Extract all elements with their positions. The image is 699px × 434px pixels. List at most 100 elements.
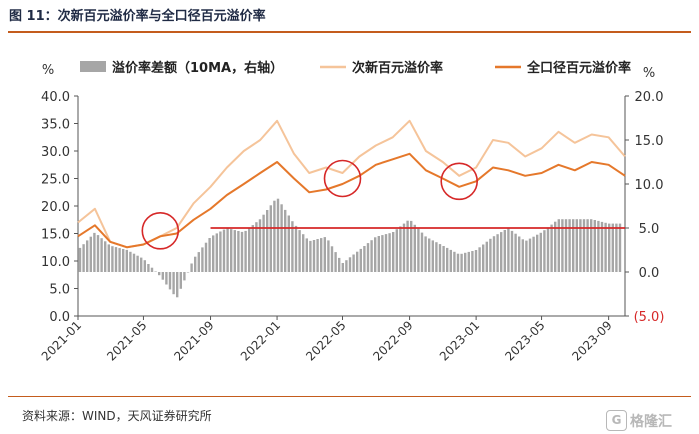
bar-mark (176, 272, 179, 298)
bar-mark (474, 250, 478, 272)
bar-mark (500, 232, 503, 272)
bar-mark (107, 244, 110, 272)
bar-mark (89, 236, 92, 272)
bar-mark (384, 234, 388, 272)
bar-mark (420, 232, 424, 272)
bar-mark (262, 214, 265, 272)
right-tick-label: 15.0 (635, 134, 664, 149)
right-tick-label: 5.0 (639, 222, 660, 237)
bar-mark (460, 253, 463, 272)
bar-mark (428, 238, 431, 272)
bar-mark (212, 235, 215, 272)
bar-mark (402, 223, 406, 272)
bar-mark (518, 236, 521, 272)
bar-mark (338, 257, 341, 272)
bar-mark (240, 231, 244, 272)
bar-mark (431, 240, 434, 272)
bar-mark (417, 228, 420, 272)
bar-mark (186, 272, 190, 273)
bar-mark (136, 255, 139, 272)
bar-mark (215, 233, 218, 272)
bar-mark (546, 227, 550, 272)
bar-mark (219, 231, 222, 272)
bar-mark (168, 272, 172, 290)
bar-mark (478, 247, 481, 272)
bar-mark (276, 198, 280, 272)
bar-mark (366, 243, 370, 272)
bar-mark (507, 228, 510, 272)
bar-mark (323, 237, 326, 272)
bar-mark (604, 222, 607, 272)
bar-mark (572, 219, 575, 272)
bar-mark (435, 242, 438, 272)
left-tick-label: 10.0 (41, 255, 70, 270)
bar-mark (608, 223, 611, 272)
left-tick-label: 40.0 (41, 90, 70, 105)
highlight-circle (440, 162, 479, 201)
bar-mark (302, 234, 305, 272)
source-note: 资料来源：WIND，天风证券研究所 (22, 409, 212, 423)
bar-mark (485, 241, 488, 272)
bar-mark (557, 219, 560, 272)
header-rule (8, 31, 691, 33)
bar-mark (183, 272, 186, 281)
legend-label: 溢价率差额（10MA，右轴） (112, 60, 283, 76)
watermark-text: 格隆汇 (630, 413, 672, 430)
chart-svg: 溢价率差额（10MA，右轴） 次新百元溢价率 全口径百元溢价率 % % 0.0 5.0… (39, 60, 665, 364)
bar-mark (406, 220, 409, 272)
x-tick-label: 2021-09 (171, 318, 216, 363)
left-tick-label: 5.0 (49, 283, 70, 298)
watermark-logo-icon: G (606, 410, 627, 431)
chart-title: 图 11：次新百元溢价率与全口径百元溢价率 (9, 9, 266, 24)
bar-mark (132, 253, 136, 272)
bar-mark (568, 219, 571, 272)
bar-mark (611, 223, 614, 272)
left-tick-label: 35.0 (41, 118, 70, 133)
bar-mark (514, 233, 517, 272)
bar-mark (194, 256, 197, 272)
legend-label: 次新百元溢价率 (352, 60, 443, 76)
bar-mark (226, 228, 229, 272)
bar-mark (179, 272, 182, 289)
right-tick-label: (5.0) (634, 310, 665, 325)
bar-mark (381, 235, 384, 272)
right-tick-label: 0.0 (639, 266, 660, 281)
bar-mark (471, 251, 474, 272)
right-tick-label: 10.0 (635, 178, 664, 193)
bar-mark (111, 246, 114, 272)
bar-mark (93, 232, 96, 272)
bar-mark (593, 220, 596, 272)
bar-mark (330, 246, 334, 272)
bar-mark (399, 226, 402, 272)
bar-mark (456, 253, 460, 272)
bar-mark (284, 209, 287, 272)
bar-mark (348, 257, 352, 272)
bar-mark (528, 238, 532, 272)
legend-bar-swatch (80, 61, 106, 72)
bar-mark (248, 228, 251, 272)
bar-mark (554, 221, 557, 272)
bar-mark (467, 251, 470, 272)
bar-mark (510, 230, 514, 272)
bar-mark (320, 238, 323, 272)
left-tick-label: 0.0 (49, 310, 70, 325)
left-tick-label: 20.0 (41, 200, 70, 215)
bar-mark (442, 246, 445, 272)
bar-mark (345, 260, 348, 272)
bar-mark (363, 246, 366, 272)
bar-mark (305, 238, 308, 272)
bar-mark (237, 231, 240, 272)
bar-mark (129, 251, 132, 272)
x-tick-label: 2022-09 (370, 318, 415, 363)
bar-mark (222, 229, 226, 272)
bar-mark (86, 240, 89, 272)
bar-mark (154, 271, 157, 272)
bar-mark (230, 229, 233, 272)
bar-mark (575, 219, 578, 272)
bar-mark (114, 247, 118, 272)
bar-mark (446, 247, 449, 272)
legend: 溢价率差额（10MA，右轴） 次新百元溢价率 全口径百元溢价率 (80, 60, 631, 76)
bar-mark (125, 249, 128, 272)
bar-mark (615, 223, 618, 272)
bar-mark (280, 204, 283, 272)
